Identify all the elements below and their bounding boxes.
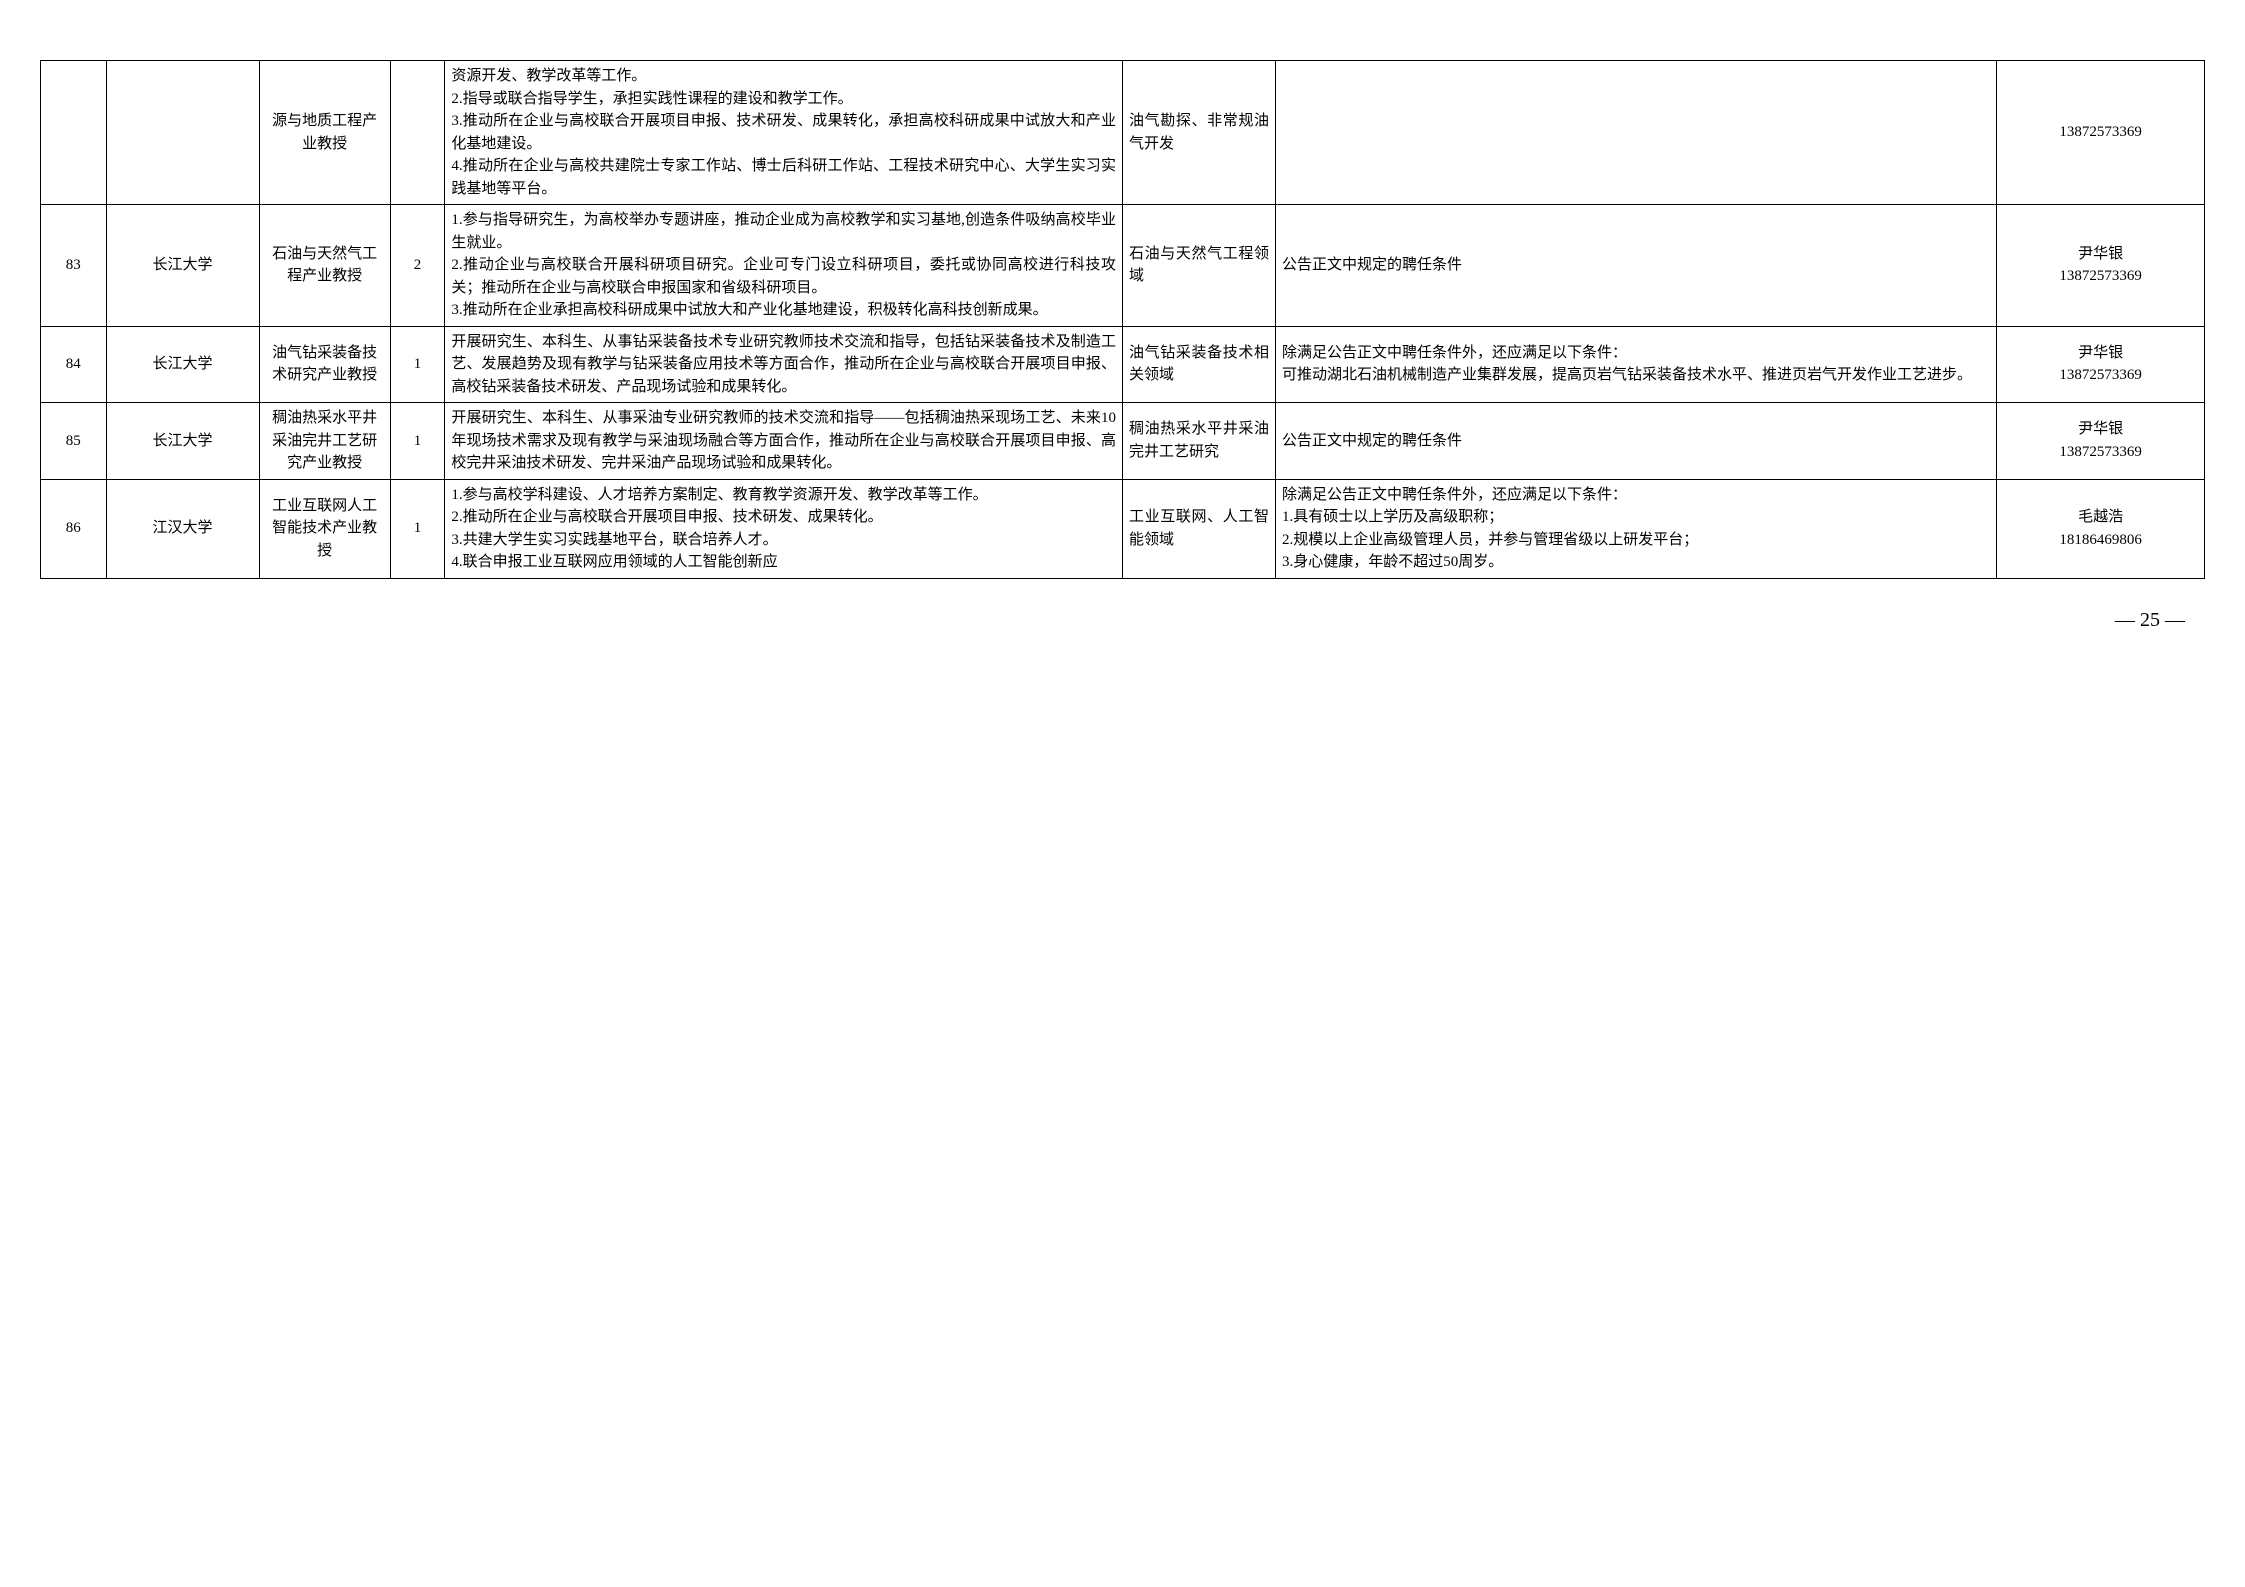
table-row: 源与地质工程产业教授资源开发、教学改革等工作。2.指导或联合指导学生，承担实践性…: [41, 61, 2205, 205]
duties: 开展研究生、本科生、从事采油专业研究教师的技术交流和指导——包括稠油热采现场工艺…: [445, 403, 1123, 480]
table-row: 86江汉大学工业互联网人工智能技术产业教授11.参与高校学科建设、人才培养方案制…: [41, 479, 2205, 578]
field: 稠油热采水平井采油完井工艺研究: [1122, 403, 1275, 480]
duties: 开展研究生、本科生、从事钻采装备技术专业研究教师技术交流和指导，包括钻采装备技术…: [445, 326, 1123, 403]
contact: 13872573369: [1997, 61, 2205, 205]
field: 工业互联网、人工智能领域: [1122, 479, 1275, 578]
recruitment-table: 源与地质工程产业教授资源开发、教学改革等工作。2.指导或联合指导学生，承担实践性…: [40, 60, 2205, 579]
position-title: 石油与天然气工程产业教授: [259, 205, 390, 327]
row-index: 84: [41, 326, 107, 403]
headcount: [390, 61, 445, 205]
contact: 毛越浩18186469806: [1997, 479, 2205, 578]
requirements: 公告正文中规定的聘任条件: [1275, 205, 1996, 327]
requirements: 公告正文中规定的聘任条件: [1275, 403, 1996, 480]
position-title: 油气钻采装备技术研究产业教授: [259, 326, 390, 403]
requirements: 除满足公告正文中聘任条件外，还应满足以下条件：1.具有硕士以上学历及高级职称；2…: [1275, 479, 1996, 578]
field: 油气钻采装备技术相关领域: [1122, 326, 1275, 403]
requirements: [1275, 61, 1996, 205]
row-index: [41, 61, 107, 205]
contact: 尹华银13872573369: [1997, 205, 2205, 327]
contact: 尹华银13872573369: [1997, 403, 2205, 480]
university: 长江大学: [106, 326, 259, 403]
requirements: 除满足公告正文中聘任条件外，还应满足以下条件：可推动湖北石油机械制造产业集群发展…: [1275, 326, 1996, 403]
position-title: 稠油热采水平井采油完井工艺研究产业教授: [259, 403, 390, 480]
table-row: 84长江大学油气钻采装备技术研究产业教授1开展研究生、本科生、从事钻采装备技术专…: [41, 326, 2205, 403]
headcount: 2: [390, 205, 445, 327]
duties: 1.参与高校学科建设、人才培养方案制定、教育教学资源开发、教学改革等工作。2.推…: [445, 479, 1123, 578]
table-row: 83长江大学石油与天然气工程产业教授21.参与指导研究生，为高校举办专题讲座，推…: [41, 205, 2205, 327]
field: 石油与天然气工程领域: [1122, 205, 1275, 327]
headcount: 1: [390, 403, 445, 480]
headcount: 1: [390, 479, 445, 578]
university: [106, 61, 259, 205]
field: 油气勘探、非常规油气开发: [1122, 61, 1275, 205]
duties: 1.参与指导研究生，为高校举办专题讲座，推动企业成为高校教学和实习基地,创造条件…: [445, 205, 1123, 327]
university: 江汉大学: [106, 479, 259, 578]
position-title: 工业互联网人工智能技术产业教授: [259, 479, 390, 578]
row-index: 86: [41, 479, 107, 578]
university: 长江大学: [106, 205, 259, 327]
row-index: 83: [41, 205, 107, 327]
contact: 尹华银13872573369: [1997, 326, 2205, 403]
position-title: 源与地质工程产业教授: [259, 61, 390, 205]
duties: 资源开发、教学改革等工作。2.指导或联合指导学生，承担实践性课程的建设和教学工作…: [445, 61, 1123, 205]
headcount: 1: [390, 326, 445, 403]
row-index: 85: [41, 403, 107, 480]
table-row: 85长江大学稠油热采水平井采油完井工艺研究产业教授1开展研究生、本科生、从事采油…: [41, 403, 2205, 480]
university: 长江大学: [106, 403, 259, 480]
page-number: — 25 —: [40, 609, 2205, 632]
